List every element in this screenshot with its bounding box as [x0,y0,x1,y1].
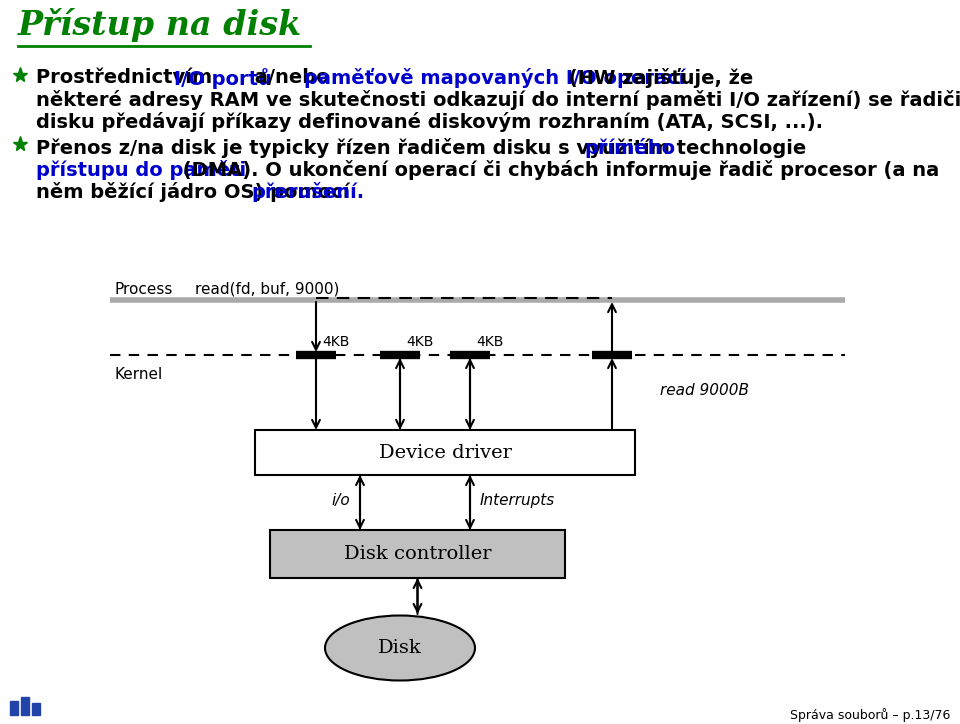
Text: přerušení.: přerušení. [251,182,364,202]
Text: (HW zajišťuje, že: (HW zajišťuje, že [562,68,754,88]
Text: read 9000B: read 9000B [660,383,749,398]
Text: Správa souborů – p.13/76: Správa souborů – p.13/76 [790,708,950,722]
Text: Přenos z/na disk je typicky řízen řadičem disku s využitím technologie: Přenos z/na disk je typicky řízen řadiče… [36,138,813,158]
Text: a/nebo: a/nebo [248,68,336,87]
Text: přístupu do paměti: přístupu do paměti [36,160,246,180]
Text: Přístup na disk: Přístup na disk [18,8,302,42]
Bar [10,701,18,715]
Text: paměťově mapovaných I/O operací: paměťově mapovaných I/O operací [304,68,685,88]
Text: 4KB: 4KB [406,335,434,349]
Text: 4KB: 4KB [323,335,349,349]
Text: Device driver: Device driver [378,444,512,461]
Text: Disk controller: Disk controller [344,545,492,563]
Text: I/O portů: I/O portů [174,68,272,89]
Text: některé adresy RAM ve skutečnosti odkazují do interní paměti I/O zařízení) se řa: některé adresy RAM ve skutečnosti odkazu… [36,90,960,110]
Bar [21,697,29,715]
Text: Interrupts: Interrupts [480,493,555,508]
Text: přímého: přímého [584,138,675,158]
Bar [32,703,40,715]
Text: Kernel: Kernel [115,367,163,382]
Text: disku předávají příkazy definované diskovým rozhraním (ATA, SCSI, ...).: disku předávají příkazy definované disko… [36,112,823,132]
Text: Process: Process [115,282,174,297]
Text: Disk: Disk [378,639,421,657]
Bar [255,430,635,475]
Ellipse shape [325,615,475,681]
Text: něm běžící jádro OS) pomocí: něm běžící jádro OS) pomocí [36,182,356,202]
Text: 4KB: 4KB [476,335,504,349]
Text: (DMA). O ukončení operací či chybách informuje řadič procesor (a na: (DMA). O ukončení operací či chybách inf… [176,160,939,180]
Text: i/o: i/o [331,493,350,508]
Text: read(fd, buf, 9000): read(fd, buf, 9000) [195,282,340,297]
Text: Prostřednictvím: Prostřednictvím [36,68,219,87]
Bar [270,530,565,578]
